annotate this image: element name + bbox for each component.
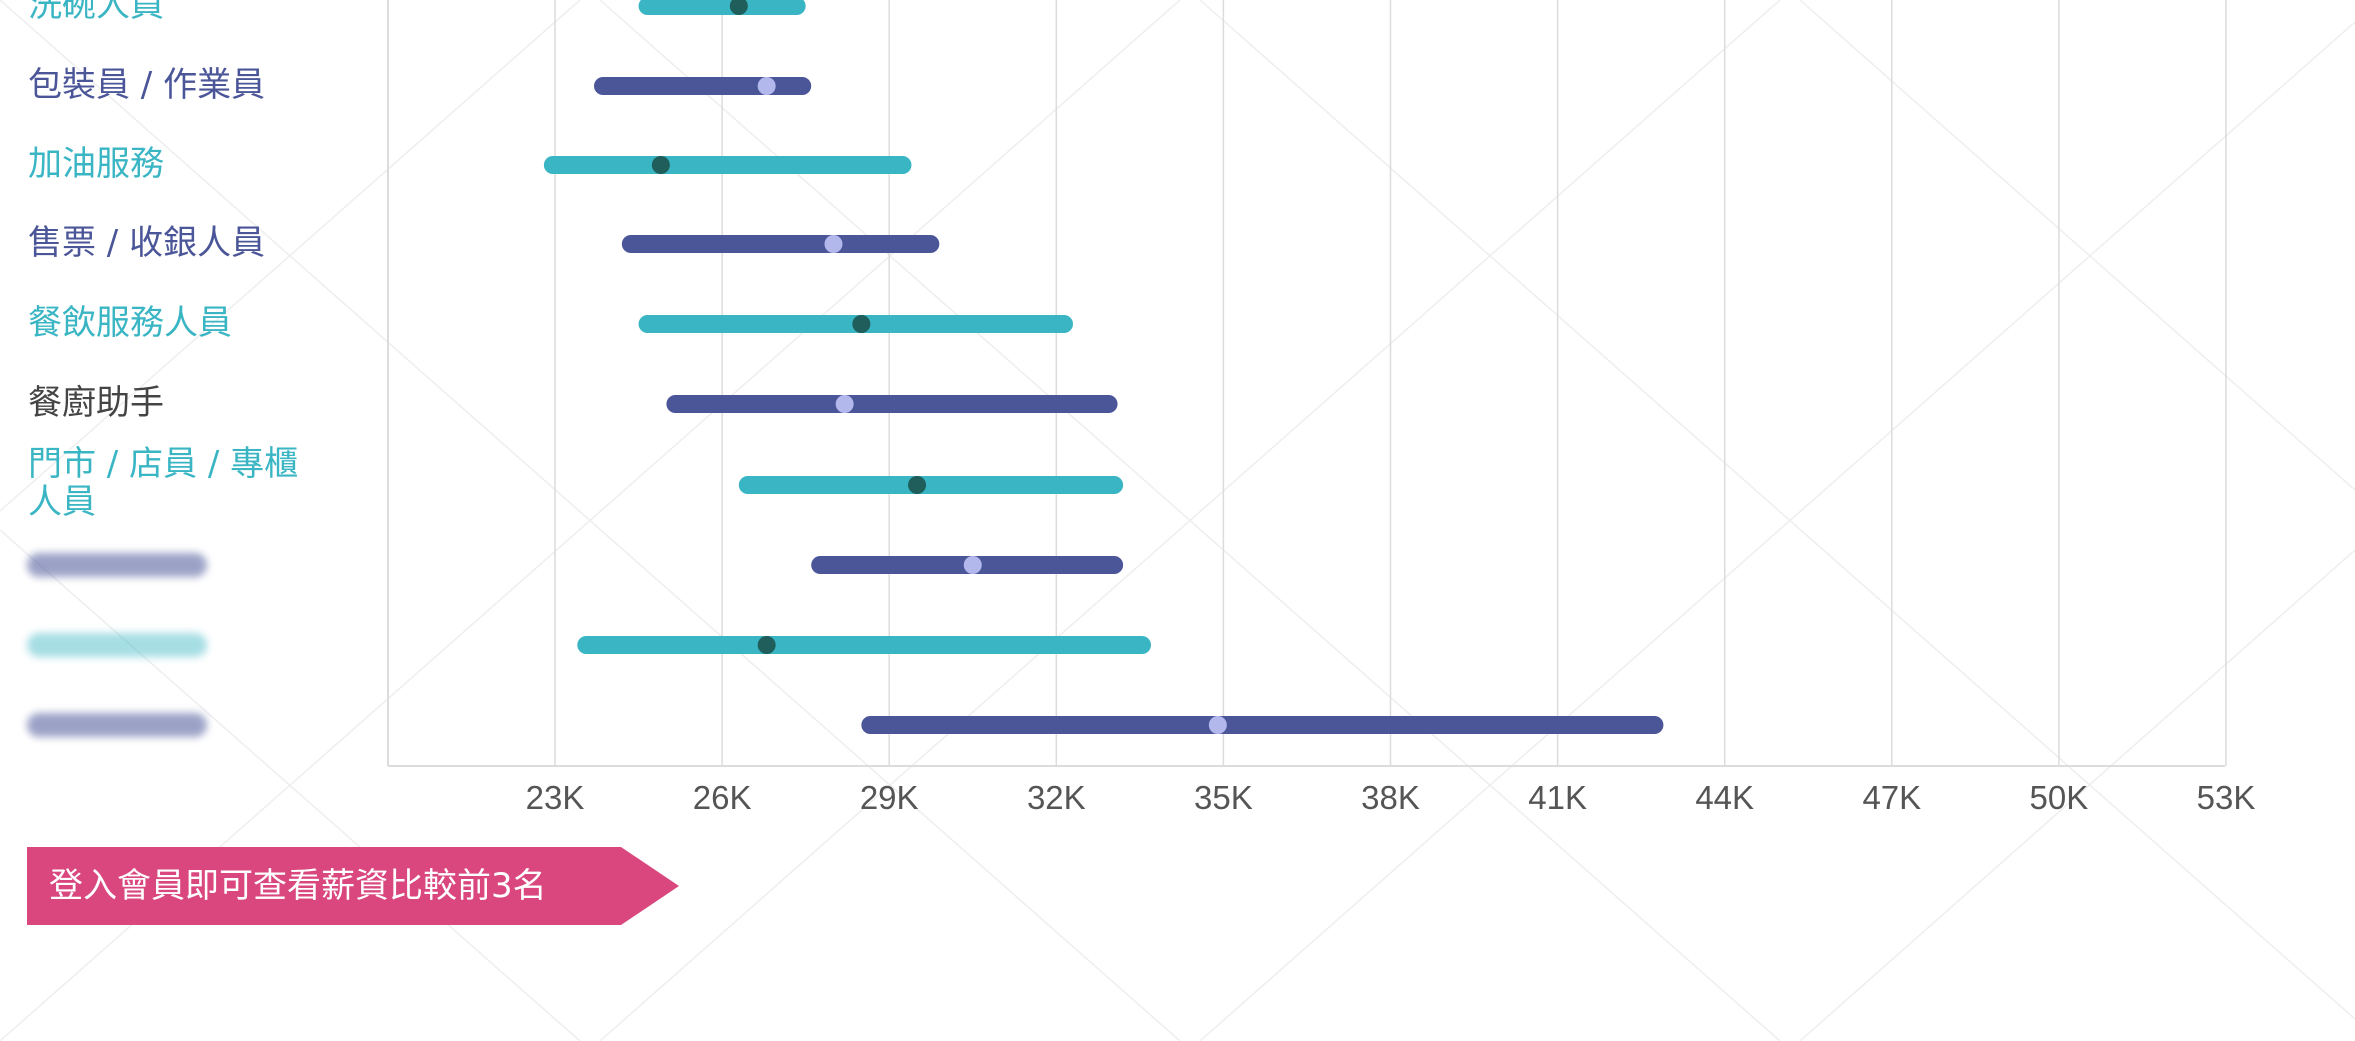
login-banner-label: 登入會員即可查看薪資比較前3名 — [49, 866, 547, 906]
median-marker[interactable] — [757, 77, 776, 95]
x-axis: 23K 26K 29K 32K 35K 38K 41K 44K 47K 50K 53K — [387, 0, 2256, 816]
salary-range-bar[interactable] — [738, 476, 1124, 494]
median-marker[interactable] — [852, 315, 871, 333]
salary-range-bar[interactable] — [666, 395, 1118, 413]
median-marker[interactable] — [757, 636, 776, 654]
login-to-view-button[interactable]: 登入會員即可查看薪資比較前3名 — [27, 847, 679, 925]
median-marker[interactable] — [963, 556, 982, 574]
x-tick-label: 47K — [1862, 779, 1921, 816]
row-label: 加油服務 — [28, 144, 164, 184]
median-marker[interactable] — [908, 476, 927, 494]
row-label: 餐廚助手 — [28, 383, 164, 423]
x-tick-label: 35K — [1194, 779, 1253, 816]
median-marker[interactable] — [824, 235, 843, 253]
x-tick-label: 53K — [2197, 779, 2256, 816]
median-marker[interactable] — [651, 156, 670, 174]
x-tick-label: 29K — [860, 779, 919, 816]
hidden-row-label — [27, 713, 207, 737]
banner-arrow-shape — [27, 847, 679, 925]
x-tick-label: 23K — [526, 779, 585, 816]
salary-range-bar[interactable] — [577, 636, 1151, 654]
hidden-row-label — [27, 553, 207, 577]
median-marker[interactable] — [835, 395, 854, 413]
range-bars — [543, 0, 1664, 734]
row-label: 門市 / 店員 / 專櫃人員 — [28, 444, 299, 522]
row-label: 洗碗人員 — [28, 0, 164, 25]
median-marker[interactable] — [1208, 716, 1227, 734]
hidden-row-label — [27, 633, 207, 657]
x-tick-label: 32K — [1027, 779, 1086, 816]
salary-range-bar[interactable] — [861, 716, 1664, 734]
x-tick-label: 50K — [2030, 779, 2089, 816]
x-tick-label: 41K — [1528, 779, 1587, 816]
x-tick-label: 26K — [693, 779, 752, 816]
median-marker[interactable] — [729, 0, 748, 15]
row-label: 售票 / 收銀人員 — [28, 223, 266, 263]
row-label: 包裝員 / 作業員 — [28, 65, 266, 105]
salary-range-bar[interactable] — [621, 235, 940, 253]
x-tick-label: 38K — [1361, 779, 1420, 816]
salary-range-bar[interactable] — [543, 156, 912, 174]
salary-range-bar[interactable] — [638, 0, 806, 15]
row-label: 餐飲服務人員 — [28, 303, 232, 343]
salary-range-bar[interactable] — [593, 77, 812, 95]
x-tick-label: 44K — [1695, 779, 1754, 816]
